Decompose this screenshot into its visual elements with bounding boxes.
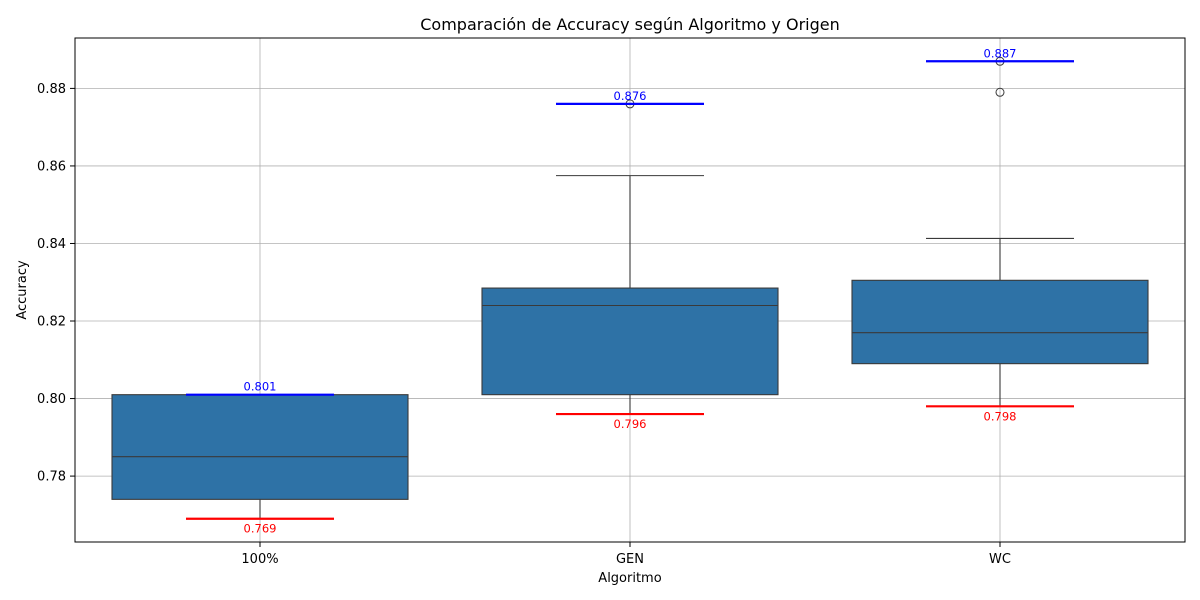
- iqr-box: [481, 287, 779, 396]
- min-value-label: 0.798: [984, 409, 1017, 423]
- box-group-WC: 0.887 0.798: [851, 46, 1149, 423]
- y-tick-label: 0.86: [37, 159, 66, 174]
- max-value-label: 0.876: [614, 89, 647, 103]
- max-value-label: 0.887: [984, 46, 1017, 60]
- min-value-label: 0.796: [614, 417, 647, 431]
- x-axis-label: Algoritmo: [598, 571, 661, 586]
- chart-title: Comparación de Accuracy según Algoritmo …: [420, 15, 839, 34]
- x-tick-label: 100%: [241, 552, 278, 567]
- y-axis-label: Accuracy: [15, 260, 30, 320]
- axis-ticks: 0.78 0.80 0.82 0.84 0.86 0.88 100% GEN WC: [37, 82, 1011, 567]
- y-tick-label: 0.80: [37, 392, 66, 407]
- y-tick-label: 0.82: [37, 315, 66, 330]
- iqr-box: [111, 394, 409, 500]
- y-tick-label: 0.84: [37, 237, 66, 252]
- iqr-box: [851, 279, 1149, 365]
- outlier-point: [995, 87, 1005, 97]
- min-value-label: 0.769: [244, 522, 277, 536]
- box-group-100%: 0.801 0.769: [111, 380, 409, 536]
- y-tick-label: 0.88: [37, 82, 66, 97]
- y-tick-label: 0.78: [37, 470, 66, 485]
- x-tick-label: GEN: [616, 552, 644, 567]
- x-tick-label: WC: [989, 552, 1011, 567]
- box-group-GEN: 0.876 0.796: [481, 89, 779, 431]
- max-value-label: 0.801: [244, 380, 277, 394]
- plot-data: 0.801 0.769 0.876 0.796 0.887 0.798: [111, 46, 1149, 536]
